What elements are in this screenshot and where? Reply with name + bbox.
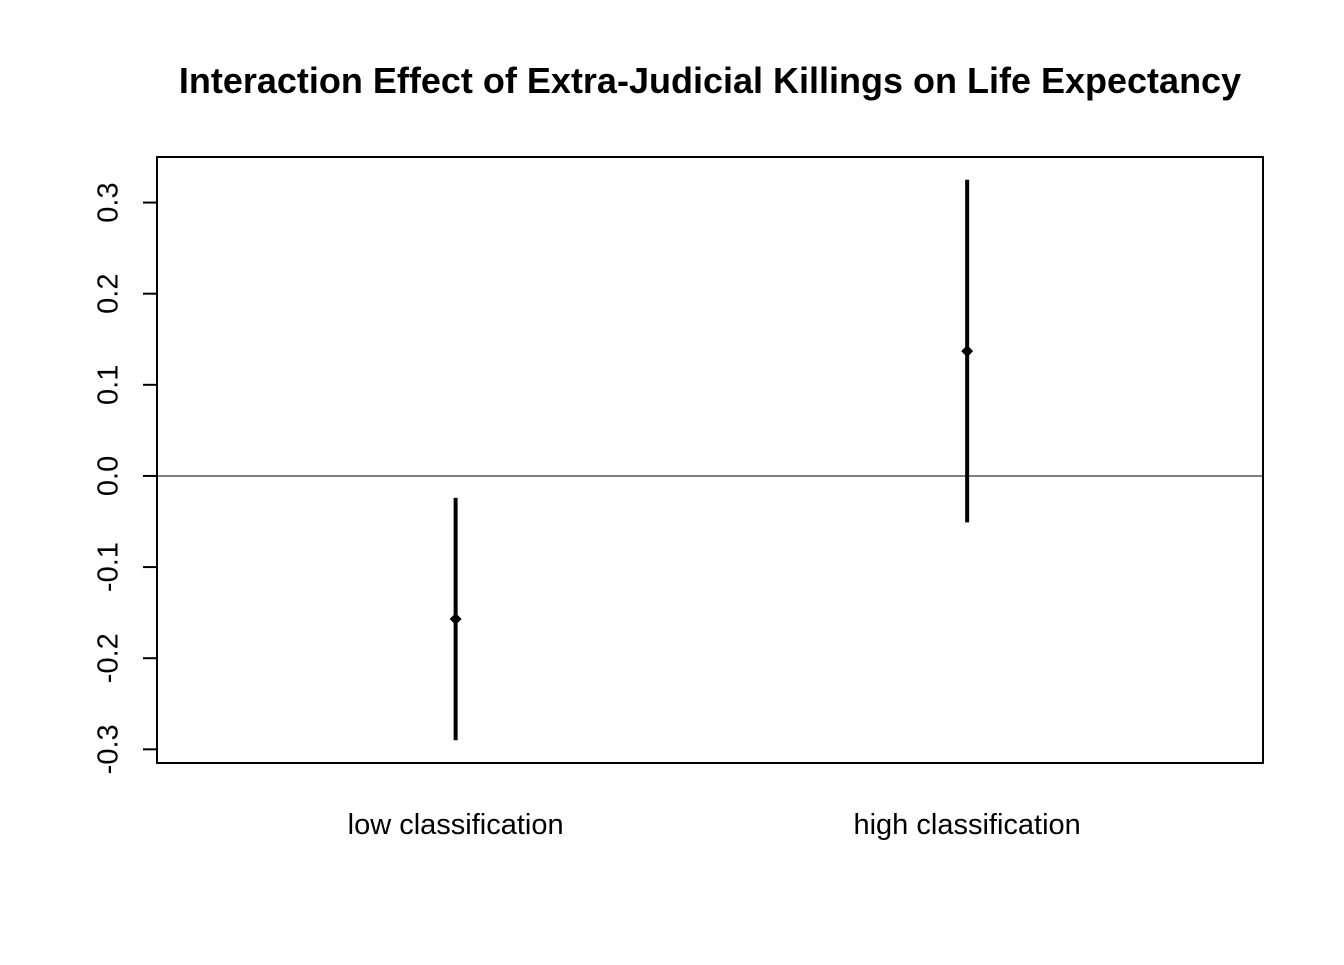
- y-tick-label: -0.3: [93, 724, 125, 774]
- marks-layer: [449, 179, 974, 741]
- y-tick-label: -0.1: [93, 542, 125, 592]
- chart-title: Interaction Effect of Extra-Judicial Kil…: [179, 60, 1241, 101]
- y-tick-label: 0.1: [93, 365, 125, 405]
- y-tick-label: 0.2: [93, 274, 125, 314]
- plot-frame: [156, 156, 1264, 764]
- category-label: low classification: [348, 809, 564, 841]
- point-estimate: [961, 345, 974, 358]
- y-tick-label: 0.0: [93, 456, 125, 496]
- x-axis-labels: low classification high classification: [348, 809, 1081, 841]
- y-axis: -0.3 -0.2 -0.1 0.0 0.1 0.2 0.3: [93, 182, 157, 774]
- category-label: high classification: [853, 809, 1080, 841]
- y-tick-label: -0.2: [93, 633, 125, 683]
- point-estimate: [449, 613, 462, 626]
- y-tick-label: 0.3: [93, 182, 125, 222]
